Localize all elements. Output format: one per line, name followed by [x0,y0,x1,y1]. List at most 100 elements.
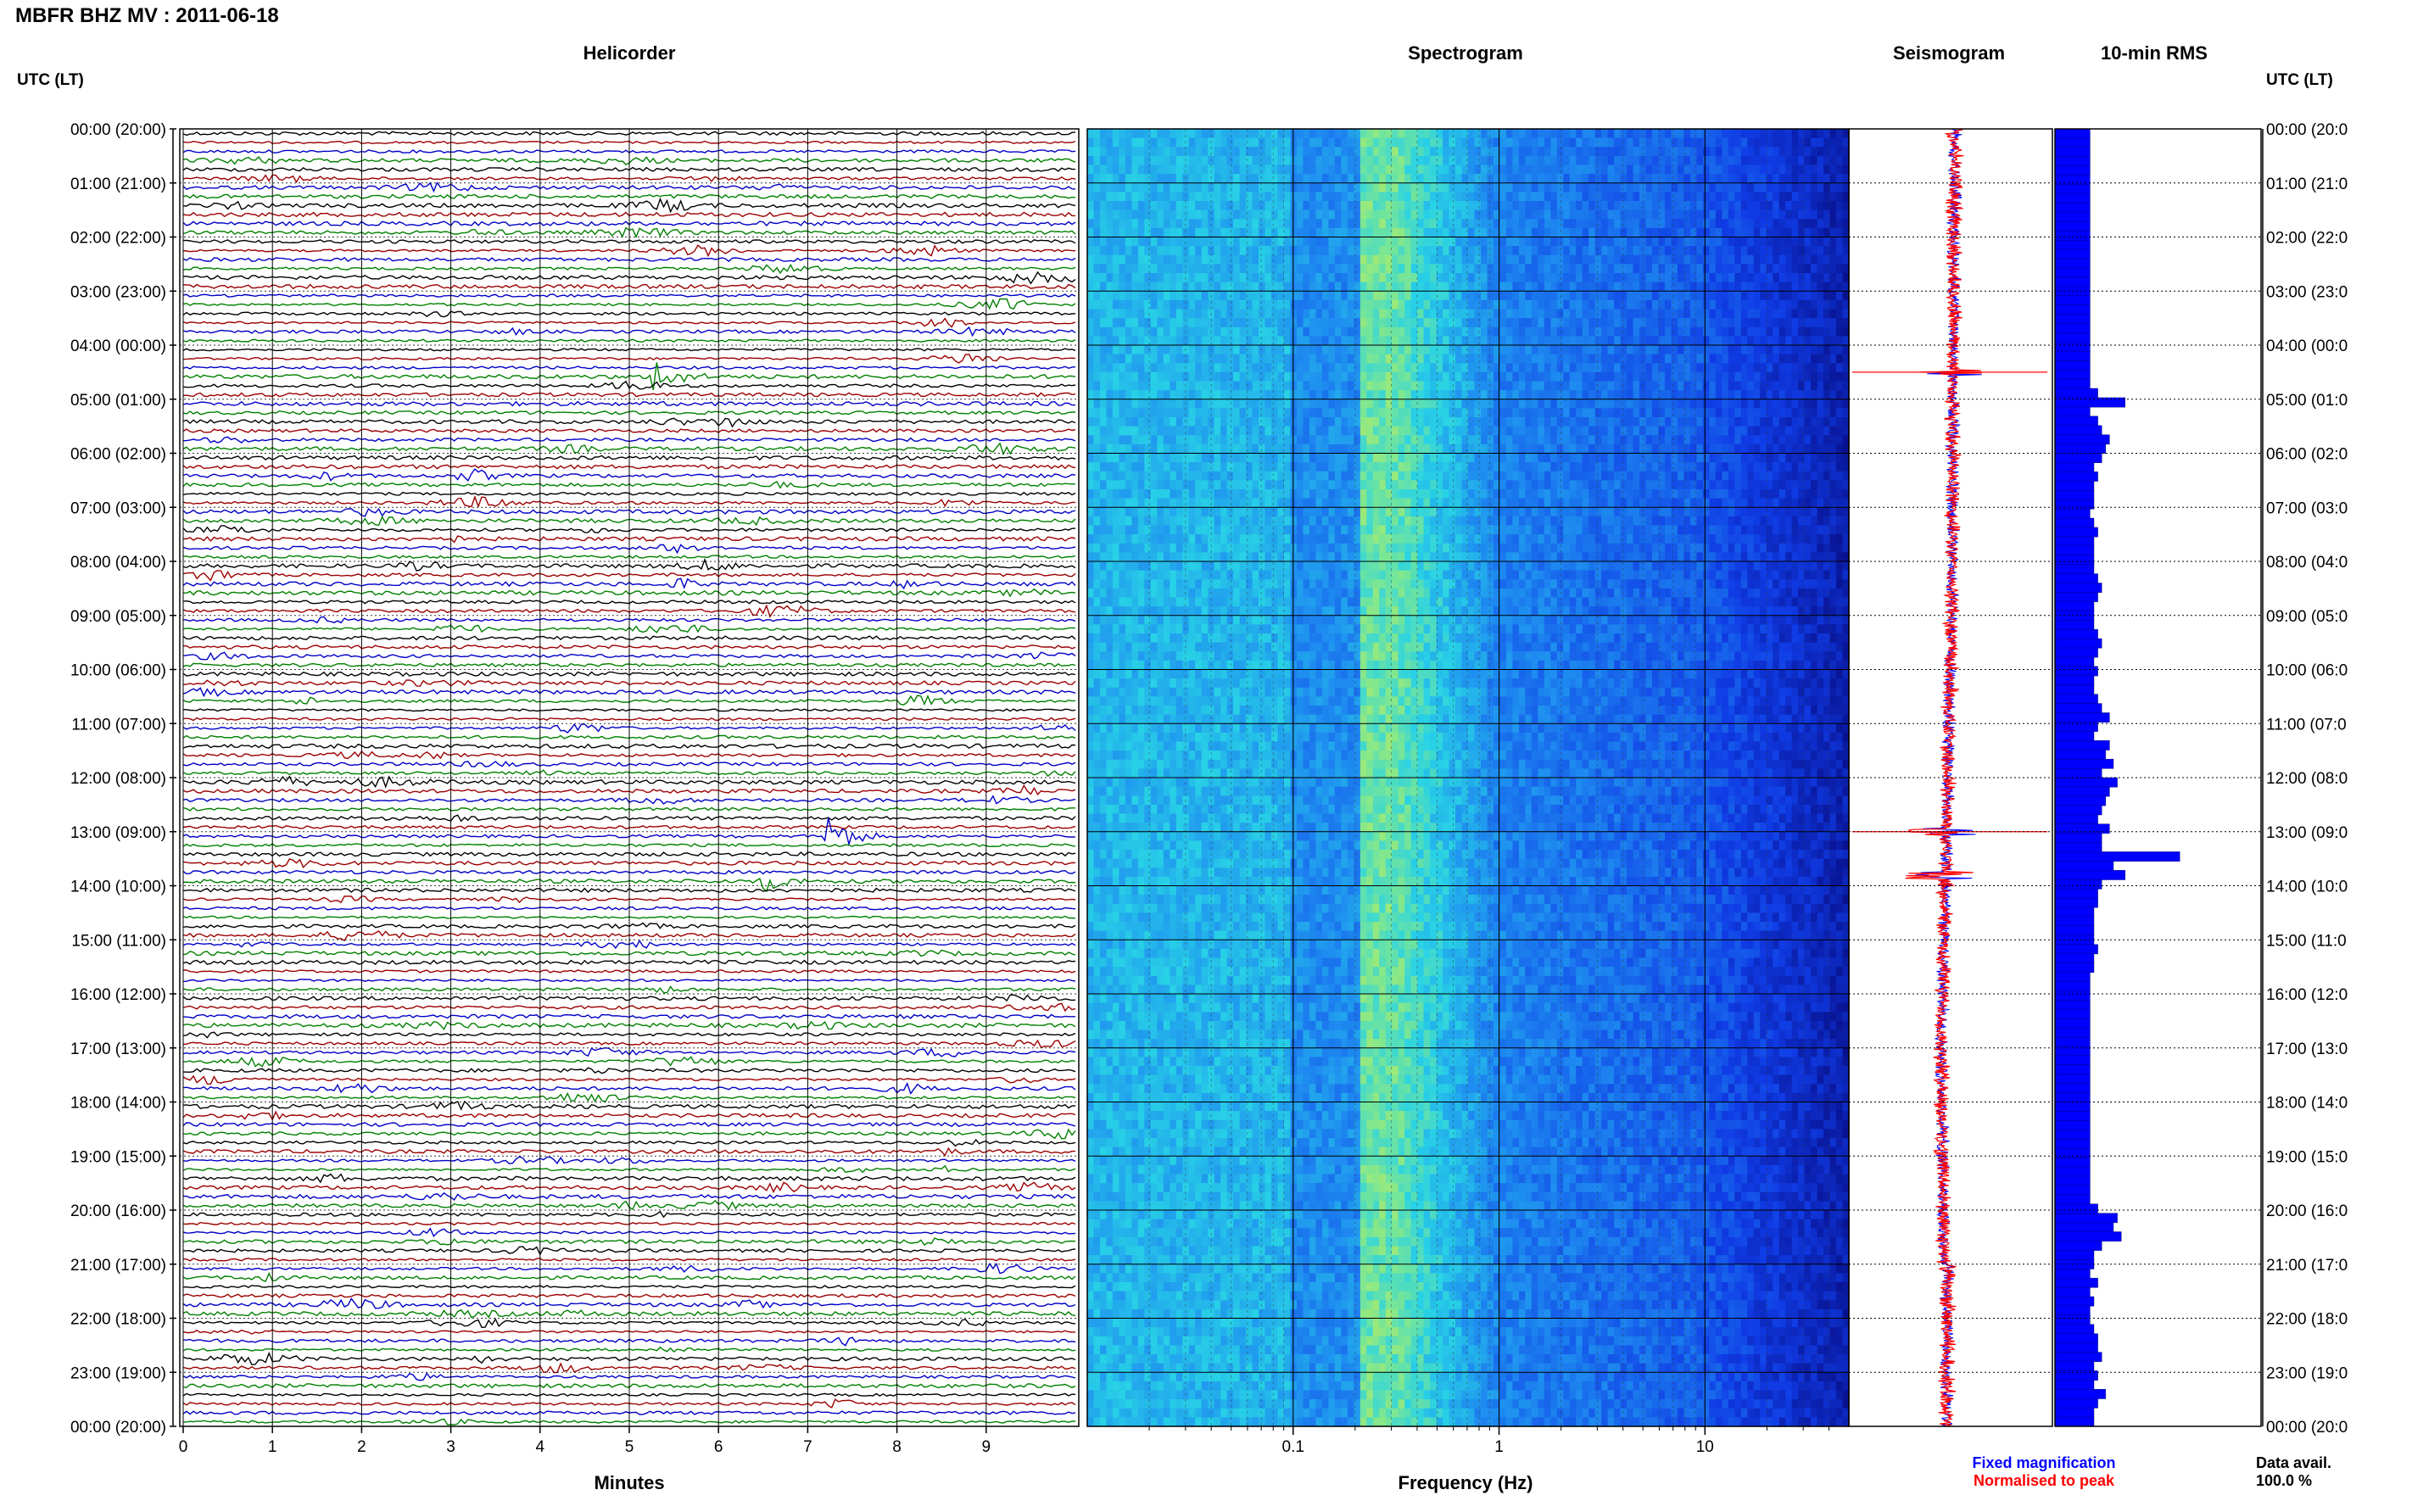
spectrogram-cell [1633,183,1640,192]
spectrogram-cell [1259,327,1265,337]
spectrogram-cell [1652,147,1659,156]
spectrogram-cell [1379,489,1386,499]
spectrogram-cell [1506,291,1513,300]
spectrogram-cell [1665,372,1672,382]
spectrogram-cell [1195,282,1202,292]
spectrogram-cell [1164,462,1170,471]
spectrogram-cell [1747,147,1754,156]
spectrogram-cell [1767,354,1773,364]
spectrogram-cell [1322,310,1329,319]
spectrogram-cell [1087,138,1094,148]
spectrogram-cell [1291,363,1298,372]
spectrogram-cell [1767,427,1773,436]
spectrogram-cell [1341,264,1348,273]
spectrogram-cell [1462,219,1469,228]
spectrogram-cell [1614,246,1621,255]
spectrogram-cell [1404,183,1411,192]
spectrogram-cell [1811,237,1817,247]
spectrogram-cell [1690,427,1697,436]
spectrogram-cell [1151,354,1158,364]
spectrogram-cell [1113,273,1119,282]
spectrogram-cell [1760,417,1767,427]
spectrogram-cell [1170,147,1176,156]
spectrogram-cell [1754,408,1761,417]
spectrogram-cell [1785,174,1792,183]
spectrogram-cell [1131,192,1138,201]
spectrogram-cell [1499,345,1506,354]
spectrogram-cell [1284,408,1291,417]
spectrogram-cell [1595,354,1602,364]
spectrogram-cell [1798,147,1805,156]
spectrogram-cell [1481,210,1488,220]
spectrogram-cell [1189,273,1196,282]
spectrogram-cell [1303,435,1309,444]
spectrogram-cell [1246,399,1253,409]
spectrogram-cell [1811,454,1817,463]
spectrogram-cell [1512,427,1519,436]
spectrogram-cell [1328,273,1335,282]
spectrogram-cell [1728,201,1735,210]
spectrogram-cell [1754,165,1761,175]
spectrogram-cell [1716,210,1722,220]
spectrogram-cell [1119,219,1125,228]
spectrogram-cell [1462,408,1469,417]
spectrogram-cell [1468,417,1475,427]
spectrogram-cell [1284,310,1291,319]
spectrogram-cell [1322,480,1329,489]
spectrogram-cell [1214,462,1221,471]
spectrogram-cell [1519,382,1526,391]
spectrogram-cell [1811,183,1817,192]
spectrogram-cell [1164,237,1170,247]
time-tick-label: 19:00 (15:00) [70,1148,166,1166]
spectrogram-cell [1373,471,1380,481]
spectrogram-cell [1220,310,1227,319]
spectrogram-cell [1214,454,1221,463]
spectrogram-cell [1138,427,1145,436]
spectrogram-cell [1113,427,1119,436]
spectrogram-cell [1557,174,1564,183]
spectrogram-cell [1588,237,1595,247]
spectrogram-cell [1455,300,1462,310]
spectrogram-cell [1570,129,1577,138]
spectrogram-cell [1785,273,1792,282]
spectrogram-cell [1341,454,1348,463]
spectrogram-cell [1195,480,1202,489]
spectrogram-cell [1678,345,1684,354]
spectrogram-cell [1113,390,1119,399]
spectrogram-cell [1100,273,1107,282]
spectrogram-cell [1335,291,1342,300]
spectrogram-cell [1563,390,1570,399]
spectrogram-cell [1360,354,1367,364]
spectrogram-cell [1202,480,1209,489]
spectrogram-cell [1550,138,1557,148]
spectrogram-cell [1246,138,1253,148]
spectrogram-cell [1798,264,1805,273]
spectrogram-cell [1322,237,1329,247]
spectrogram-cell [1087,489,1094,499]
spectrogram-cell [1481,454,1488,463]
spectrogram-cell [1767,147,1773,156]
spectrogram-cell [1678,372,1684,382]
spectrogram-cell [1690,345,1697,354]
spectrogram-cell [1328,489,1335,499]
spectrogram-cell [1830,165,1837,175]
spectrogram-cell [1805,354,1812,364]
spectrogram-cell [1792,444,1799,454]
spectrogram-cell [1373,201,1380,210]
spectrogram-cell [1488,174,1494,183]
spectrogram-cell [1595,408,1602,417]
spectrogram-cell [1773,147,1779,156]
spectrogram-cell [1481,300,1488,310]
spectrogram-cell [1678,246,1684,255]
spectrogram-cell [1182,192,1189,201]
spectrogram-cell [1785,219,1792,228]
spectrogram-cell [1779,273,1786,282]
spectrogram-cell [1703,417,1710,427]
spectrogram-cell [1696,300,1703,310]
spectrogram-cell [1823,327,1830,337]
spectrogram-cell [1417,435,1424,444]
spectrogram-cell [1348,363,1354,372]
spectrogram-cell [1182,336,1189,345]
spectrogram-cell [1366,417,1373,427]
spectrogram-cell [1678,336,1684,345]
